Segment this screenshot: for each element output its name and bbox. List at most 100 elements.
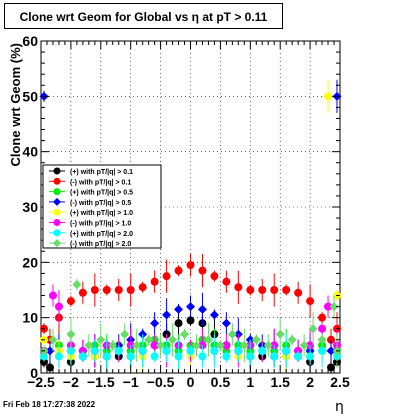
legend-entry: (-) with pT/|q| > 2.0	[49, 239, 131, 248]
data-point	[174, 266, 183, 275]
data-point	[306, 352, 315, 361]
data-point	[239, 340, 249, 350]
data-point	[126, 352, 135, 361]
data-point	[294, 352, 303, 361]
y-tick-label: 60	[22, 33, 38, 49]
x-tick-label: 0	[187, 374, 195, 390]
data-point	[317, 335, 327, 345]
data-point	[162, 346, 171, 355]
legend-entry: (+) with pT/|q| > 2.0	[49, 229, 133, 238]
data-point	[258, 346, 267, 355]
y-tick-label: 30	[22, 199, 38, 215]
data-point	[318, 324, 327, 333]
data-point	[209, 310, 219, 320]
legend-marker	[53, 239, 61, 248]
data-point	[180, 329, 190, 339]
data-point	[308, 324, 318, 334]
timestamp-footer: Fri Feb 18 17:27:38 2022	[3, 400, 96, 409]
data-point	[282, 286, 291, 294]
data-point	[326, 346, 336, 356]
x-tick-label: 2	[306, 374, 314, 390]
data-point	[174, 352, 183, 361]
data-point	[282, 346, 291, 355]
data-point	[138, 346, 147, 355]
series-8	[39, 278, 342, 368]
data-point	[299, 340, 309, 350]
legend-entry: (-) with pT/|q| > 0.5	[49, 197, 131, 207]
data-point	[227, 329, 237, 339]
data-point	[90, 346, 99, 355]
data-point	[287, 335, 297, 345]
data-point	[168, 335, 178, 345]
data-point	[221, 318, 231, 328]
data-point	[78, 352, 87, 361]
data-point	[246, 352, 255, 361]
legend-label: (-) with pT/|q| > 1.0	[70, 221, 131, 228]
data-point	[210, 346, 219, 355]
data-point	[186, 316, 195, 325]
x-tick-label: 1.5	[270, 374, 290, 390]
chart-title: Clone wrt Geom for Global vs η at pT > 0…	[4, 3, 283, 29]
data-point	[150, 318, 160, 328]
data-point	[198, 266, 207, 275]
data-point	[144, 335, 154, 345]
x-tick-label: −2.5	[27, 374, 55, 390]
data-point	[222, 341, 231, 350]
data-point	[203, 335, 213, 345]
legend-label: (-) with pT/|q| > 2.0	[70, 241, 131, 248]
data-point	[162, 310, 172, 320]
data-point	[186, 261, 195, 270]
legend-label: (-) with pT/|q| > 0.5	[70, 200, 131, 207]
series-7	[39, 334, 342, 373]
x-tick-label: 1	[246, 374, 254, 390]
data-point	[150, 277, 159, 286]
legend-label: (+) with pT/|q| > 0.1	[70, 169, 133, 176]
data-point	[186, 346, 195, 355]
data-point	[329, 302, 339, 312]
x-tick-label: 0.5	[211, 374, 231, 390]
data-point	[324, 302, 333, 311]
legend-entry: (-) with pT/|q| > 1.0	[49, 219, 131, 228]
legend-label: (+) with pT/|q| > 2.0	[70, 231, 133, 238]
x-tick-label: −2	[63, 374, 79, 390]
data-point	[222, 352, 231, 361]
data-point	[246, 286, 255, 294]
data-point	[84, 340, 94, 350]
data-point	[138, 283, 147, 292]
legend-label: (+) with pT/|q| > 1.0	[70, 210, 133, 217]
legend-box	[42, 164, 162, 249]
data-point	[120, 329, 130, 339]
y-tick-label: 0	[30, 365, 38, 381]
data-point	[197, 304, 207, 314]
legend-entry: (-) with pT/|q| > 0.1	[49, 177, 131, 186]
legend-marker	[53, 167, 61, 175]
data-point	[156, 340, 166, 350]
legend-marker	[53, 219, 61, 226]
data-point	[162, 272, 171, 281]
data-point	[270, 286, 279, 294]
data-point	[66, 329, 76, 339]
data-point	[174, 304, 184, 314]
data-point	[102, 352, 111, 361]
data-point	[114, 346, 123, 355]
data-point	[191, 340, 201, 350]
x-tick-label: −0.5	[147, 374, 175, 390]
data-point	[90, 286, 99, 294]
data-point	[327, 363, 336, 372]
y-tick-label: 50	[22, 88, 38, 104]
legend-marker	[53, 197, 61, 206]
data-point	[108, 340, 118, 350]
data-point	[174, 319, 183, 328]
data-point	[45, 346, 55, 356]
data-point	[72, 279, 82, 289]
legend-marker	[53, 177, 61, 185]
x-tick-label: −1	[123, 374, 139, 390]
data-point	[318, 346, 327, 355]
y-tick-label: 20	[22, 254, 38, 270]
data-point	[48, 291, 57, 300]
data-point	[234, 346, 243, 355]
y-axis-label: Clone wrt Geom (%)	[8, 43, 23, 167]
data-point	[258, 286, 267, 294]
x-tick-label: −1.5	[87, 374, 115, 390]
data-point	[102, 286, 111, 294]
